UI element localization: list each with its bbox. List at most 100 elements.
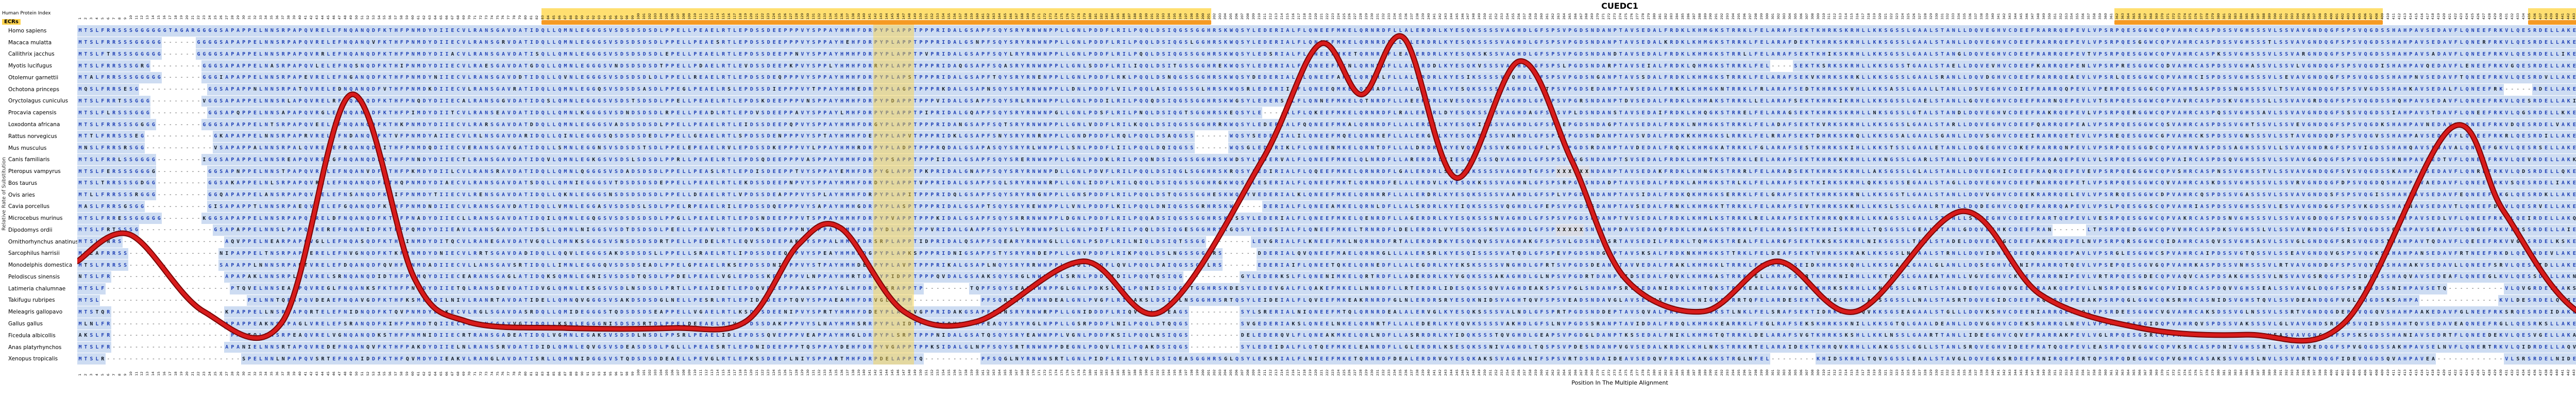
residue-cell: R bbox=[1211, 25, 1217, 37]
residue-cell: D bbox=[1674, 37, 1680, 48]
residue-cell: T bbox=[387, 37, 394, 48]
residue-cell: L bbox=[1748, 60, 1754, 72]
residue-cell: A bbox=[1003, 60, 1009, 72]
residue-cell: A bbox=[1781, 48, 1787, 60]
species-label: Macaca mulatta bbox=[0, 37, 77, 48]
residue-cell: G bbox=[1572, 48, 1579, 60]
residue-cell: P bbox=[2408, 107, 2414, 119]
residue-cell: E bbox=[1414, 60, 1420, 72]
residue-cell: E bbox=[2024, 60, 2030, 72]
residue-cell: T bbox=[1939, 95, 1945, 107]
residue-cell: R bbox=[2120, 60, 2126, 72]
residue-cell: P bbox=[664, 95, 670, 107]
residue-cell: V bbox=[1499, 83, 1505, 95]
residue-cell: P bbox=[2210, 37, 2216, 48]
residue-cell: I bbox=[1279, 72, 1285, 83]
residue-cell: L bbox=[2554, 72, 2561, 83]
residue-cell: Q bbox=[2120, 107, 2126, 119]
residue-cell: R bbox=[720, 107, 726, 119]
residue-cell: S bbox=[624, 83, 631, 95]
residue-cell: D bbox=[534, 107, 540, 119]
residue-cell: S bbox=[116, 25, 123, 37]
residue-cell: E bbox=[1454, 72, 1460, 83]
residue-cell: R bbox=[1025, 95, 1031, 107]
residue-cell: S bbox=[760, 48, 766, 60]
ruler-tick: 239 bbox=[1420, 8, 1426, 20]
residue-cell: N bbox=[1606, 107, 1613, 119]
residue-cell: R bbox=[1245, 83, 1251, 95]
residue-cell: L bbox=[1352, 72, 1359, 83]
species-label: Ochotona princeps bbox=[0, 84, 77, 95]
residue-cell: V bbox=[506, 72, 512, 83]
residue-cell: P bbox=[286, 83, 292, 95]
residue-cell: Q bbox=[1144, 37, 1150, 48]
residue-cell: A bbox=[2442, 72, 2448, 83]
residue-cell: V bbox=[2447, 95, 2453, 107]
residue-cell: P bbox=[2408, 95, 2414, 107]
residue-cell: K bbox=[1341, 83, 1347, 95]
residue-cell: D bbox=[630, 72, 636, 83]
residue-cell: L bbox=[1081, 95, 1088, 107]
residue-cell: D bbox=[1674, 107, 1680, 119]
residue-cell: N bbox=[410, 48, 416, 60]
residue-cell: L bbox=[957, 107, 963, 119]
residue-cell: Q bbox=[1138, 25, 1144, 37]
residue-cell: T bbox=[523, 95, 529, 107]
residue-cell: V bbox=[1629, 107, 1635, 119]
ruler-tick: 88 bbox=[568, 8, 574, 20]
residue-cell: S bbox=[1477, 107, 1483, 119]
ruler-tick: 364 bbox=[2126, 8, 2131, 20]
ruler-tick: 5 bbox=[100, 8, 106, 20]
residue-cell: V bbox=[2080, 72, 2087, 83]
ruler-tick: 436 bbox=[2532, 8, 2538, 20]
residue-cell: F bbox=[1787, 25, 1793, 37]
residue-cell: K bbox=[1680, 107, 1686, 119]
residue-cell: L bbox=[1928, 107, 1934, 119]
residue-cell: R bbox=[1364, 25, 1370, 37]
residue-cell: R bbox=[935, 60, 941, 72]
residue-cell: F bbox=[1296, 95, 1302, 107]
residue-cell: P bbox=[1087, 83, 1093, 95]
residue-cell: V bbox=[2300, 60, 2307, 72]
residue-cell: G bbox=[150, 48, 157, 60]
residue-cell: P bbox=[1087, 72, 1093, 83]
residue-cell: G bbox=[1911, 95, 1917, 107]
ruler-tick: 106 bbox=[670, 8, 675, 20]
residue-cell: K bbox=[1804, 107, 1810, 119]
residue-cell: S bbox=[613, 83, 619, 95]
residue-cell: L bbox=[686, 95, 692, 107]
residue-cell: H bbox=[839, 95, 845, 107]
residue-cell: G bbox=[590, 95, 597, 107]
residue-cell: E bbox=[331, 60, 337, 72]
ruler-tick: 345 bbox=[2019, 8, 2024, 20]
residue-cell: L bbox=[1437, 48, 1443, 60]
residue-cell: I bbox=[1166, 48, 1172, 60]
residue-cell: H bbox=[1821, 72, 1827, 83]
residue-cell: T bbox=[1618, 37, 1624, 48]
residue-cell: F bbox=[399, 37, 405, 48]
residue-cell: R bbox=[1211, 48, 1217, 60]
residue-cell: P bbox=[1550, 25, 1556, 37]
residue-cell: T bbox=[523, 25, 529, 37]
residue-cell: C bbox=[2007, 48, 2013, 60]
residue-cell: G bbox=[1070, 60, 1076, 72]
ruler-tick: 166 bbox=[1008, 8, 1014, 20]
residue-cell: S bbox=[489, 37, 495, 48]
residue-cell: L bbox=[1110, 48, 1116, 60]
residue-cell: S bbox=[1544, 95, 1550, 107]
residue-cell: D bbox=[1968, 83, 1974, 95]
residue-cell: L bbox=[258, 48, 264, 60]
residue-cell: L bbox=[1437, 72, 1443, 83]
residue-cell: R bbox=[1274, 25, 1280, 37]
residue-cell: Y bbox=[833, 48, 839, 60]
ruler-tick: 19 bbox=[179, 8, 184, 20]
residue-cell: D bbox=[517, 72, 523, 83]
residue-cell: P bbox=[783, 25, 789, 37]
residue-cell: L bbox=[2509, 48, 2515, 60]
residue-cell: S bbox=[810, 37, 817, 48]
residue-cell: G bbox=[2142, 25, 2148, 37]
residue-cell: V bbox=[1979, 25, 1985, 37]
residue-cell: K bbox=[1843, 95, 1850, 107]
residue-cell: D bbox=[1093, 48, 1099, 60]
residue-cell: G bbox=[2368, 107, 2374, 119]
